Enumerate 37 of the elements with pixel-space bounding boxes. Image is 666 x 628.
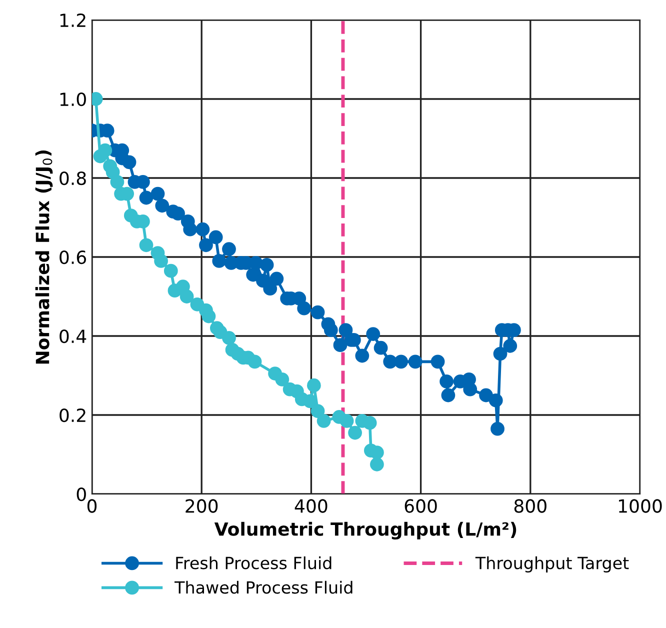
point (340, 414, 354, 428)
point (180, 290, 194, 304)
y-tick-label: 0.6 (60, 250, 86, 264)
point (310, 404, 325, 418)
y-axis-title: Normalized Flux (J/J$_{0}$) (35, 150, 53, 364)
point (98, 143, 112, 158)
point (202, 309, 216, 324)
point (248, 354, 262, 369)
point (370, 457, 384, 472)
x-tick-label: 1000 (619, 499, 662, 513)
x-tick-label: 600 (404, 499, 437, 513)
point (316, 414, 331, 428)
legend-label: Thawed Process Fluid (174, 580, 352, 594)
y-tick-label: 0.2 (60, 408, 86, 422)
point (110, 175, 124, 189)
point (139, 238, 154, 252)
legend-label: Fresh Process Fluid (176, 556, 332, 570)
point (348, 426, 362, 440)
x-tick-label: 800 (514, 499, 546, 513)
point (303, 394, 318, 408)
point (275, 372, 290, 386)
x-tick-label: 200 (186, 499, 218, 513)
y-tick-label: 1.2 (60, 13, 86, 27)
y-tick-label: 1.0 (60, 92, 86, 106)
point (370, 446, 384, 460)
y-tick-label: 0.8 (60, 171, 86, 186)
x-tick-label: 0 (87, 499, 97, 513)
point (306, 378, 321, 392)
y-tick-label: 0 (76, 487, 86, 502)
y-tick-label: 0.4 (60, 329, 86, 344)
point (164, 264, 178, 278)
x-axis-title: Volumetric Throughput (L/m²) (214, 522, 516, 540)
point (222, 331, 236, 345)
legend-label: Throughput Target (475, 556, 629, 573)
point (154, 254, 168, 268)
point (362, 416, 377, 430)
x-tick-label: 400 (294, 499, 328, 513)
